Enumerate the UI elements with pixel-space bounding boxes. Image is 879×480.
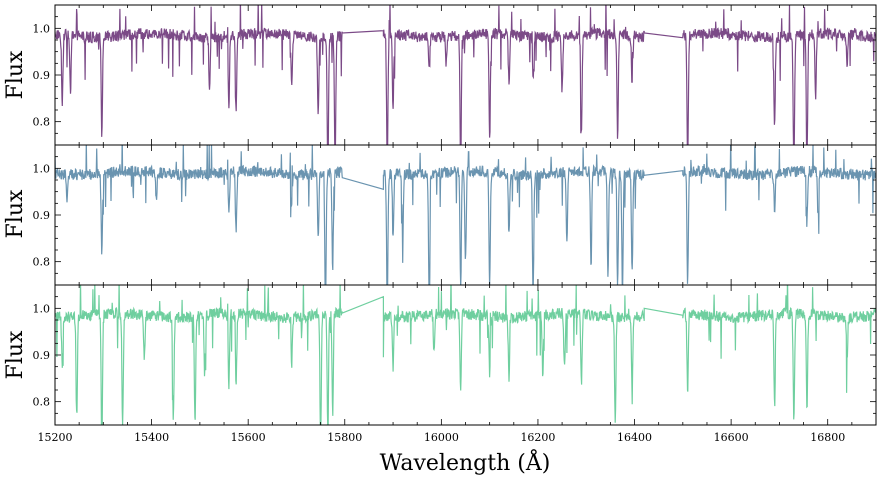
x-tick-label: 16800 (810, 431, 845, 444)
ylabel-bottom: Flux (3, 330, 28, 379)
x-tick-label: 16400 (617, 431, 652, 444)
y-tick-label: 0.9 (33, 69, 51, 82)
y-tick-label: 1.0 (33, 22, 51, 35)
x-tick-label: 15600 (231, 431, 266, 444)
panel-top: 0.8 0.9 1.0 (33, 4, 877, 146)
panel-middle: 0.8 0.9 1.0 (33, 144, 877, 286)
x-tick-label: 15200 (38, 431, 73, 444)
y-tick-label: 1.0 (33, 302, 51, 315)
ylabel-top: Flux (3, 50, 28, 99)
spectrum-line-middle (55, 145, 876, 285)
y-tick-label: 0.9 (33, 209, 51, 222)
axes-frame-bottom (54, 284, 877, 426)
x-tick-label: 15400 (134, 431, 169, 444)
ylabel-middle: Flux (3, 189, 28, 238)
y-tick-label: 0.8 (33, 396, 51, 409)
axes-frame-top (54, 4, 877, 146)
xlabel: Wavelength (Å) (380, 448, 551, 476)
y-tick-label: 0.9 (33, 349, 51, 362)
y-tick-label: 0.8 (33, 116, 51, 129)
x-tick-label: 16200 (520, 431, 555, 444)
y-tick-label: 1.0 (33, 162, 51, 175)
x-tick-label: 15800 (327, 431, 362, 444)
x-tick-label: 16600 (714, 431, 749, 444)
spectrum-line-top (55, 5, 876, 145)
x-tick-label: 16000 (424, 431, 459, 444)
spectrum-line-bottom (55, 285, 876, 425)
axes-frame-middle (54, 144, 877, 286)
panel-bottom: 0.8 0.9 1.0 15200 15400 15600 15800 16000 16200 1… (33, 284, 877, 444)
y-tick-label: 0.8 (33, 256, 51, 269)
